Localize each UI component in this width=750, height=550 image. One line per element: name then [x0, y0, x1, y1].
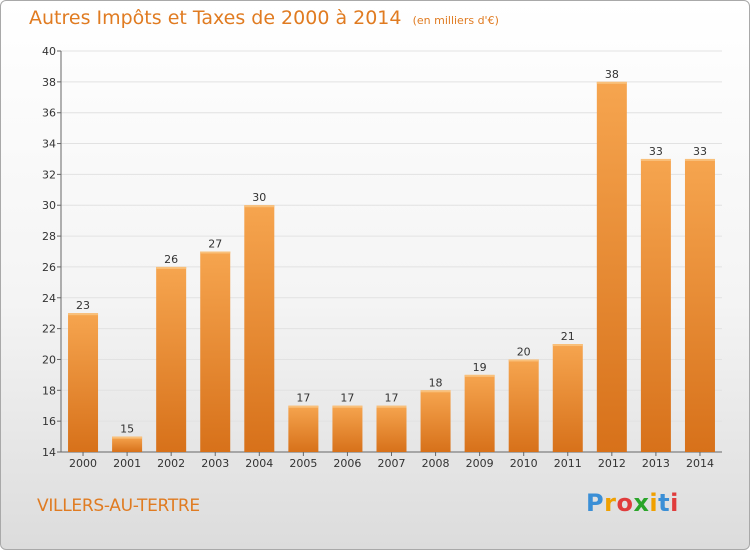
y-tick-label: 40 — [42, 45, 56, 58]
y-tick-label: 28 — [42, 230, 56, 243]
bar — [112, 436, 143, 452]
y-tick-label: 38 — [42, 76, 56, 89]
y-tick-label: 34 — [42, 138, 56, 151]
x-tick-label: 2014 — [686, 457, 714, 470]
bar — [68, 313, 99, 452]
logo-letter: x — [633, 489, 650, 517]
data-label: 21 — [561, 330, 575, 343]
data-label: 23 — [76, 299, 90, 312]
y-tick-label: 18 — [42, 384, 56, 397]
chart-unit: (en milliers d'€) — [412, 14, 499, 27]
y-tick-label: 26 — [42, 261, 56, 274]
bar-top-highlight — [112, 436, 143, 439]
data-label: 30 — [252, 191, 266, 204]
title-block: Autres Impôts et Taxes de 2000 à 2014 (e… — [29, 7, 499, 29]
data-label: 18 — [429, 376, 443, 389]
bar — [640, 158, 671, 452]
y-tick-label: 30 — [42, 199, 56, 212]
x-tick-label: 2000 — [69, 457, 97, 470]
bar — [508, 359, 539, 452]
logo-letter: t — [658, 489, 671, 517]
x-tick-label: 2004 — [245, 457, 273, 470]
bar — [200, 251, 231, 452]
bar-top-highlight — [288, 405, 319, 408]
x-tick-label: 2001 — [113, 457, 141, 470]
y-tick-label: 36 — [42, 107, 56, 120]
bar — [684, 158, 715, 452]
labels: 14 16 18 20 22 24 26 28 30 32 34 36 38 40 23 2000 15 2001… — [42, 45, 714, 470]
bars — [68, 81, 715, 452]
data-label: 26 — [164, 253, 178, 266]
bar — [552, 344, 583, 452]
data-label: 17 — [296, 392, 310, 405]
bar — [464, 374, 495, 452]
x-tick-label: 2003 — [201, 457, 229, 470]
chart-title: Autres Impôts et Taxes de 2000 à 2014 — [29, 7, 402, 29]
bar-top-highlight — [640, 158, 671, 161]
logo-letter: o — [616, 489, 634, 517]
x-tick-label: 2010 — [510, 457, 538, 470]
bar-top-highlight — [552, 344, 583, 347]
y-tick-label: 22 — [42, 323, 56, 336]
bar — [244, 205, 275, 452]
x-tick-label: 2009 — [466, 457, 494, 470]
x-tick-label: 2006 — [333, 457, 361, 470]
x-tick-label: 2012 — [598, 457, 626, 470]
bar-top-highlight — [684, 158, 715, 161]
logo-letter: r — [604, 489, 617, 517]
x-tick-label: 2005 — [289, 457, 317, 470]
x-tick-label: 2011 — [554, 457, 582, 470]
bar — [288, 405, 319, 452]
data-label: 19 — [473, 361, 487, 374]
data-label: 15 — [120, 423, 134, 436]
data-label: 27 — [208, 238, 222, 251]
bar-top-highlight — [332, 405, 363, 408]
bar — [332, 405, 363, 452]
x-tick-label: 2007 — [378, 457, 406, 470]
proxiti-logo: Proxiti — [586, 489, 679, 517]
bar — [596, 81, 627, 452]
bar-top-highlight — [464, 374, 495, 377]
y-tick-label: 14 — [42, 446, 56, 459]
logo-letter: P — [586, 489, 605, 517]
logo-letter: i — [649, 489, 659, 517]
y-tick-label: 20 — [42, 353, 56, 366]
data-label: 17 — [385, 392, 399, 405]
bar-top-highlight — [596, 81, 627, 84]
bar-top-highlight — [508, 359, 539, 362]
x-tick-label: 2013 — [642, 457, 670, 470]
bar — [156, 266, 187, 452]
data-label: 17 — [340, 392, 354, 405]
y-tick-label: 24 — [42, 292, 56, 305]
bar — [376, 405, 407, 452]
bar-top-highlight — [68, 313, 99, 316]
commune-name: VILLERS-AU-TERTRE — [37, 496, 200, 516]
y-tick-label: 16 — [42, 415, 56, 428]
data-label: 38 — [605, 68, 619, 81]
data-label: 20 — [517, 345, 531, 358]
bar-top-highlight — [156, 266, 187, 269]
bar-top-highlight — [200, 251, 231, 254]
logo-letter: i — [670, 489, 679, 517]
data-label: 33 — [649, 145, 663, 158]
bar-top-highlight — [244, 205, 275, 208]
data-label: 33 — [693, 145, 707, 158]
x-tick-label: 2002 — [157, 457, 185, 470]
x-tick-label: 2008 — [422, 457, 450, 470]
bar-top-highlight — [376, 405, 407, 408]
bar — [420, 390, 451, 452]
bar-top-highlight — [420, 390, 451, 393]
y-tick-label: 32 — [42, 168, 56, 181]
